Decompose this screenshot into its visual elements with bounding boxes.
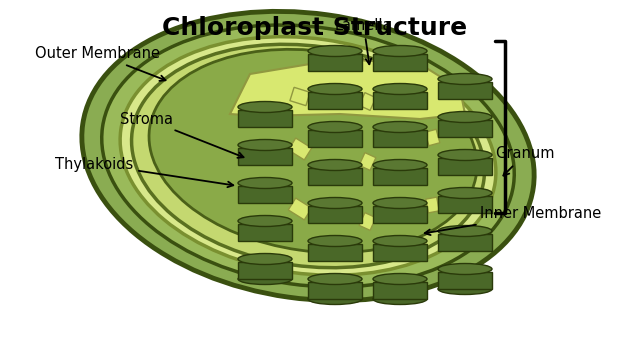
Ellipse shape [308,121,362,132]
Ellipse shape [373,198,427,209]
Bar [438,120,492,137]
Ellipse shape [132,44,484,268]
Bar [438,234,492,251]
Bar [438,82,492,99]
Text: Lamella: Lamella [335,18,392,64]
Ellipse shape [373,160,427,171]
Bar [238,148,292,165]
Ellipse shape [308,293,362,304]
Bar [438,158,492,175]
Ellipse shape [373,46,427,57]
Ellipse shape [238,139,292,150]
Bar [438,196,492,213]
Ellipse shape [308,46,362,57]
Ellipse shape [438,112,492,122]
Text: Chloroplast Structure: Chloroplast Structure [163,16,467,40]
Bar [373,168,427,185]
Polygon shape [359,213,376,230]
Ellipse shape [308,235,362,246]
Ellipse shape [101,25,514,287]
Ellipse shape [373,274,427,285]
Ellipse shape [238,177,292,188]
Bar [308,282,362,299]
Ellipse shape [308,84,362,95]
Ellipse shape [438,188,492,199]
Ellipse shape [238,216,292,227]
Ellipse shape [438,149,492,160]
Bar [238,110,292,127]
Text: Stroma: Stroma [120,112,244,158]
Bar [238,186,292,203]
Polygon shape [289,198,312,220]
Ellipse shape [238,274,292,285]
Bar [438,272,492,289]
Bar [373,282,427,299]
Polygon shape [289,138,312,160]
Ellipse shape [308,198,362,209]
Ellipse shape [149,49,477,253]
Polygon shape [359,93,376,110]
Bar [308,168,362,185]
Ellipse shape [373,235,427,246]
Bar [373,130,427,147]
Bar [308,206,362,223]
Ellipse shape [438,284,492,295]
Ellipse shape [120,37,496,275]
Bar [373,244,427,261]
Text: Thylakoids: Thylakoids [55,156,233,187]
Bar [373,54,427,71]
Bar [238,262,292,279]
Bar [308,130,362,147]
Ellipse shape [308,274,362,285]
Bar [373,206,427,223]
Ellipse shape [438,263,492,274]
Ellipse shape [238,102,292,113]
Bar [238,224,292,241]
Ellipse shape [238,253,292,264]
Ellipse shape [438,225,492,236]
Polygon shape [426,197,439,213]
Ellipse shape [438,74,492,85]
Bar [308,244,362,261]
Ellipse shape [373,84,427,95]
Polygon shape [359,153,376,170]
Bar [308,54,362,71]
Polygon shape [425,129,440,146]
Text: Outer Membrane: Outer Membrane [35,46,166,81]
Polygon shape [230,59,465,119]
Ellipse shape [373,121,427,132]
Ellipse shape [82,11,534,301]
Bar [308,92,362,109]
Polygon shape [290,87,310,106]
Text: Granum: Granum [495,147,554,176]
Text: Inner Membrane: Inner Membrane [425,206,601,235]
Bar [373,92,427,109]
Ellipse shape [308,160,362,171]
Ellipse shape [373,293,427,304]
